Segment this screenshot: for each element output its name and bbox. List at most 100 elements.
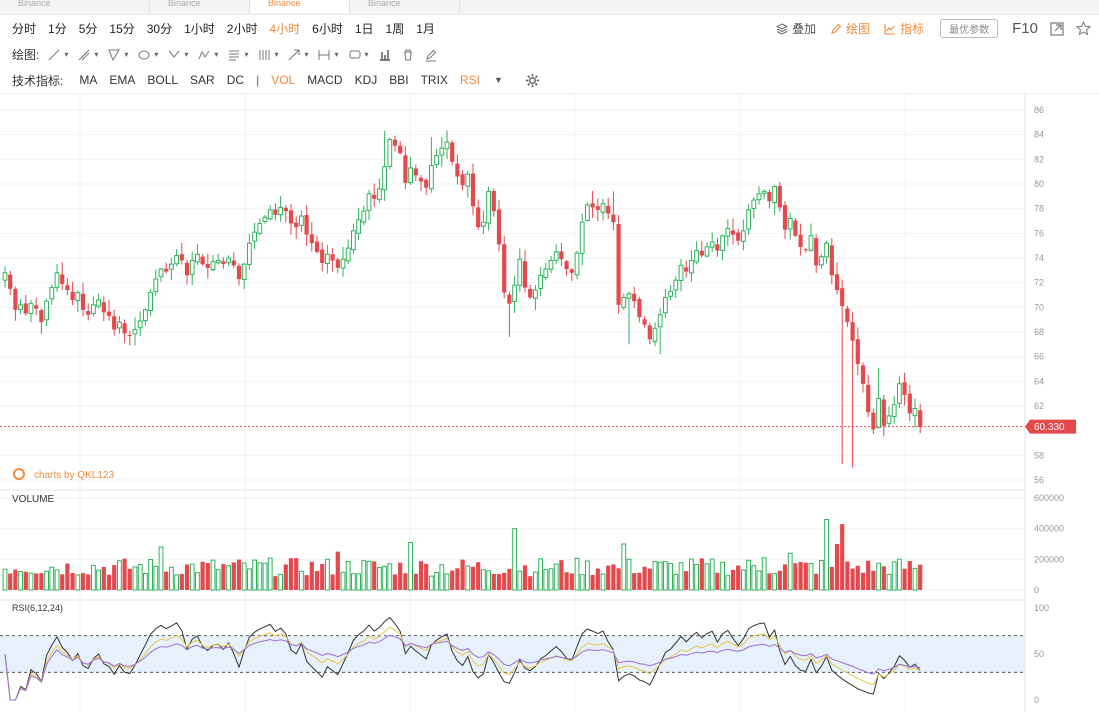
volume-bar	[439, 564, 445, 591]
candle-body	[860, 365, 866, 384]
candle-body	[709, 241, 715, 248]
candle-body	[569, 269, 574, 273]
volume-bar	[236, 559, 242, 590]
text-tool-icon[interactable]: ▾	[227, 48, 248, 62]
volume-bar	[117, 560, 122, 591]
volume-pane-title: VOLUME	[12, 494, 55, 505]
price-tick-label: 74	[1034, 253, 1044, 263]
volume-bar	[481, 569, 486, 591]
indicator-bbi[interactable]: BBI	[389, 73, 409, 87]
pen-icon[interactable]	[424, 48, 438, 62]
candle-body	[372, 194, 377, 199]
fib-tool-icon[interactable]: ▾	[167, 48, 188, 62]
indicator-ema[interactable]: EMA	[109, 73, 136, 87]
volume-bar	[855, 565, 860, 590]
candle-body	[392, 139, 398, 146]
exchange-tab[interactable]: Binance	[0, 0, 150, 13]
candle-body	[626, 293, 632, 299]
volume-bar	[657, 561, 663, 591]
rsi-axis: 100 50 0	[1034, 603, 1049, 705]
period-5分[interactable]: 5分	[78, 22, 98, 36]
star-icon[interactable]	[1076, 21, 1091, 36]
indicator-kdj[interactable]: KDJ	[354, 73, 378, 87]
candle-body	[855, 339, 860, 365]
volume-bar	[65, 563, 70, 590]
indicator-ma[interactable]: MA	[79, 73, 98, 87]
candle-body	[330, 254, 335, 261]
period-1分[interactable]: 1分	[48, 22, 67, 36]
volume-bar	[720, 561, 726, 591]
candle-body	[579, 221, 585, 254]
fullscreen-icon[interactable]	[1050, 21, 1064, 36]
period-分时[interactable]: 分时	[12, 22, 37, 36]
volume-bar	[158, 546, 164, 591]
ray-tool-icon[interactable]: ▾	[77, 48, 98, 62]
indicator-sar[interactable]: SAR	[190, 73, 215, 87]
period-1日[interactable]: 1日	[354, 22, 374, 36]
candle-body	[574, 252, 580, 276]
volume-bar	[678, 562, 684, 591]
indicator-dc[interactable]: DC	[226, 73, 245, 87]
overlay-button[interactable]: 叠加	[776, 20, 816, 37]
pattern-tool-icon[interactable]: ▾	[197, 48, 218, 62]
note-tool-icon[interactable]: ▾	[348, 48, 369, 62]
period-1周[interactable]: 1周	[385, 22, 405, 36]
candle-body	[663, 296, 668, 314]
exchange-tab[interactable]: Binance	[250, 0, 350, 13]
period-15分[interactable]: 15分	[109, 22, 135, 36]
period-1小时[interactable]: 1小时	[184, 22, 215, 36]
period-1月[interactable]: 1月	[416, 22, 435, 36]
candle-body	[767, 191, 772, 202]
volume-bar	[476, 562, 481, 590]
period-2小时[interactable]: 2小时	[226, 22, 258, 36]
period-4小时[interactable]: 4小时	[269, 22, 301, 36]
candle-body	[912, 407, 918, 417]
indicator-trix[interactable]: TRIX	[420, 73, 448, 87]
draw-button[interactable]: 绘图	[830, 20, 870, 37]
volume-bar	[184, 564, 190, 590]
candlestick-chart[interactable]: 86848280787674727068666462605856 60.330 …	[0, 94, 1099, 712]
volume-bar	[200, 561, 205, 590]
best-params-button[interactable]: 最优参数	[940, 19, 999, 38]
f10-button[interactable]: F10	[1012, 20, 1038, 37]
candle-body	[621, 296, 627, 308]
exchange-tab[interactable]: Binance	[350, 0, 460, 13]
arrow-tool-icon[interactable]: ▾	[287, 48, 308, 62]
channel-tool-icon[interactable]: ▾	[107, 48, 128, 62]
candle-body	[689, 259, 694, 274]
volume-bar	[668, 562, 674, 591]
indicator-rsi[interactable]: RSI	[459, 73, 480, 87]
candle-body	[195, 253, 200, 263]
candle-body	[169, 263, 174, 270]
candle-body	[652, 327, 658, 342]
exchange-tab[interactable]: Binance	[150, 0, 250, 13]
candle-body	[746, 209, 752, 230]
volume-bar	[299, 570, 304, 591]
candle-body	[39, 310, 44, 323]
more-indicators-icon[interactable]: ▼	[493, 75, 503, 85]
range-tool-icon[interactable]: ▾	[317, 48, 339, 62]
rsi-tick-label: 0	[1034, 695, 1039, 705]
period-6小时[interactable]: 6小时	[312, 22, 343, 36]
period-30分[interactable]: 30分	[146, 22, 173, 36]
indicator-button[interactable]: 指标	[884, 20, 924, 37]
volume-bar	[460, 559, 465, 590]
indicator-toolbar-label: 技术指标:	[12, 73, 64, 88]
line-tool-icon[interactable]: ▾	[47, 48, 68, 62]
indicator-vol[interactable]: VOL	[271, 73, 296, 87]
settings-gear-icon[interactable]	[525, 73, 540, 88]
candle-body	[600, 203, 606, 213]
volume-bar	[13, 569, 18, 590]
indicator-boll[interactable]: BOLL	[147, 73, 179, 87]
indicator-macd[interactable]: MACD	[307, 73, 343, 87]
volume-bar	[652, 560, 658, 591]
shape-tool-icon[interactable]: ▾	[137, 48, 158, 62]
bars-tool-icon[interactable]	[378, 48, 392, 62]
volume-bar	[132, 566, 138, 591]
candle-body	[611, 214, 616, 223]
grid-tool-icon[interactable]: ▾	[257, 48, 278, 62]
trash-icon[interactable]	[401, 48, 415, 62]
volume-bar	[8, 573, 13, 590]
candle-body	[642, 319, 647, 325]
candle-body	[210, 261, 216, 271]
